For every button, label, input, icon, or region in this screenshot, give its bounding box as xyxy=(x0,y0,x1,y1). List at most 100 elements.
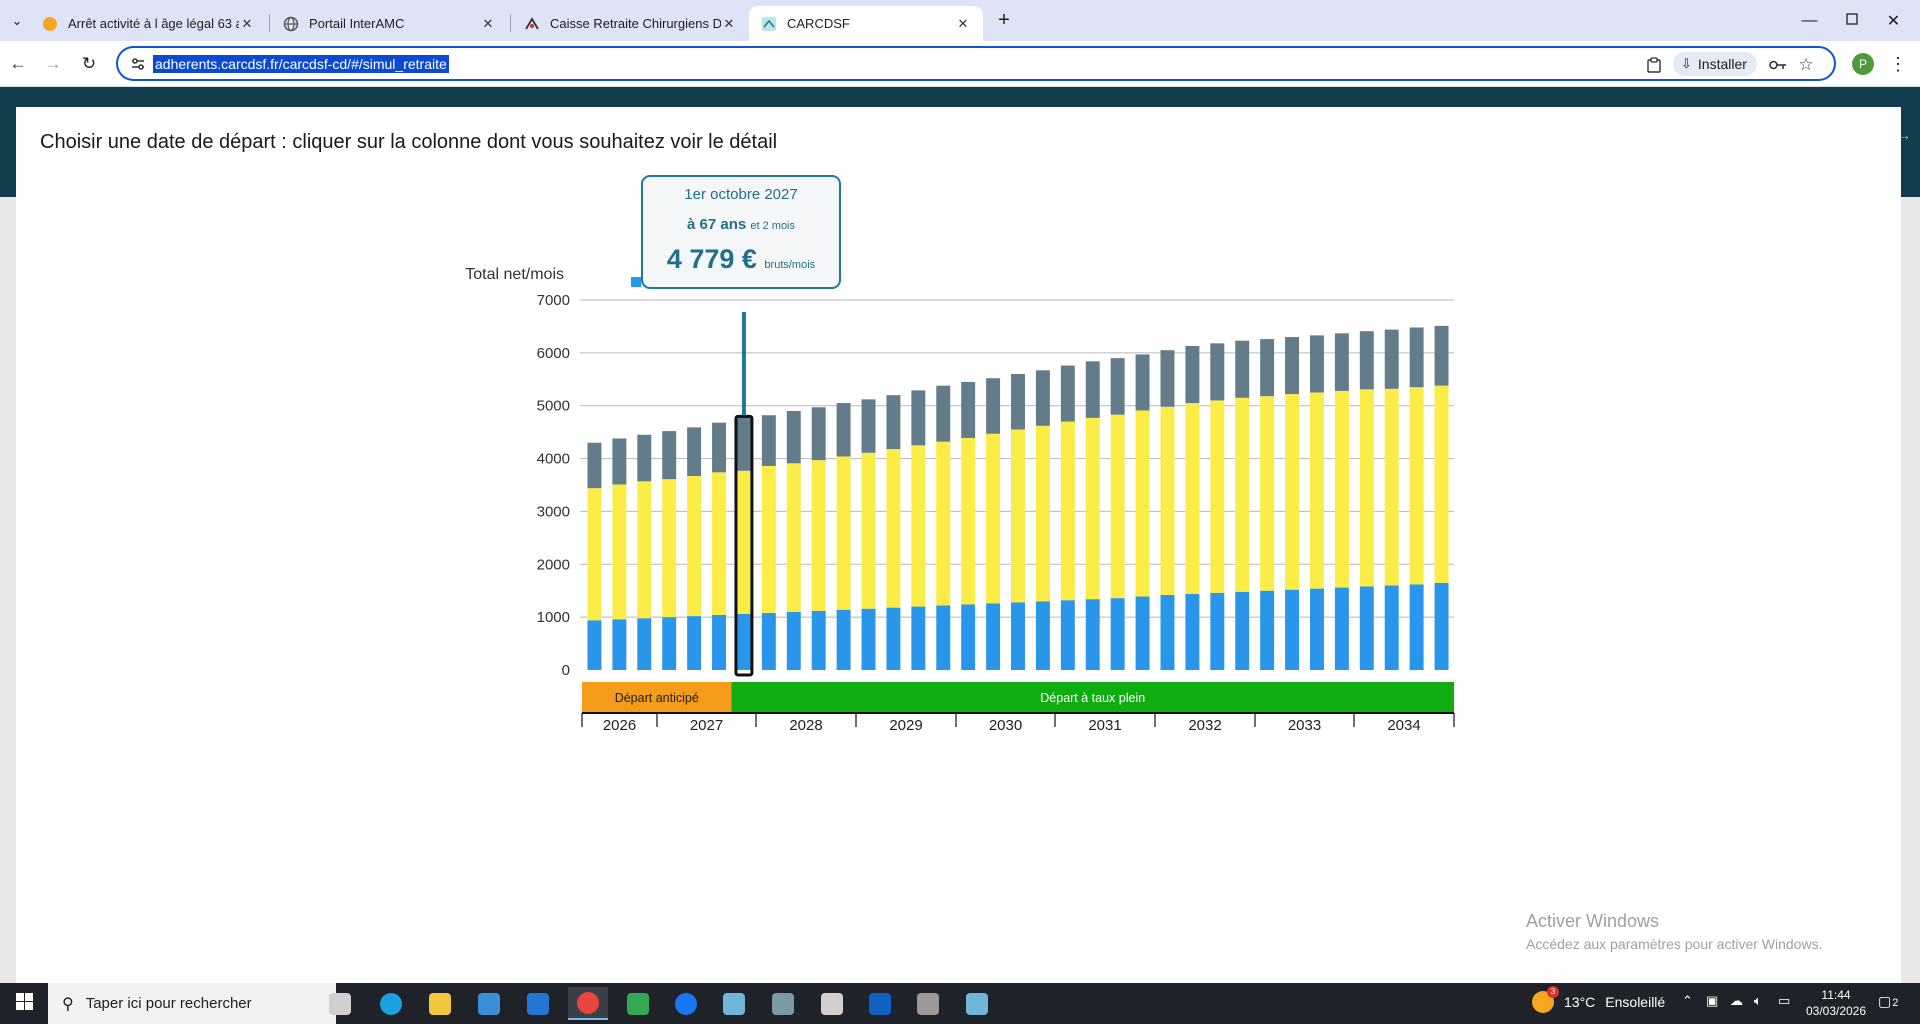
bar-segment[interactable] xyxy=(961,437,976,605)
bar-segment[interactable] xyxy=(1409,387,1424,585)
taskbar-app[interactable] xyxy=(812,987,852,1020)
bar-segment[interactable] xyxy=(936,605,951,670)
taskbar-app[interactable] xyxy=(371,987,411,1020)
bar-segment[interactable] xyxy=(786,611,801,670)
bar-segment[interactable] xyxy=(1185,593,1200,670)
bar-segment[interactable] xyxy=(911,390,926,446)
bar-segment[interactable] xyxy=(662,617,677,670)
bar-segment[interactable] xyxy=(1110,414,1125,599)
bar-segment[interactable] xyxy=(687,476,702,617)
taskbar-app[interactable] xyxy=(860,987,900,1020)
bar-segment[interactable] xyxy=(1060,600,1075,670)
bar-segment[interactable] xyxy=(1210,592,1225,670)
profile-avatar[interactable]: P xyxy=(1852,53,1874,75)
bar-segment[interactable] xyxy=(1235,397,1250,592)
bar-segment[interactable] xyxy=(1285,337,1300,395)
weather-widget[interactable]: 3 13°C Ensoleillé xyxy=(1532,986,1665,1013)
bar-segment[interactable] xyxy=(687,427,702,477)
bar-segment[interactable] xyxy=(612,438,627,485)
close-window-button[interactable]: ✕ xyxy=(1866,0,1920,41)
taskbar-app[interactable] xyxy=(469,987,509,1020)
bar-segment[interactable] xyxy=(1110,598,1125,670)
reload-button[interactable]: ↻ xyxy=(74,49,104,79)
bar-segment[interactable] xyxy=(712,615,727,670)
bar-segment[interactable] xyxy=(1085,417,1100,600)
meet-now-icon[interactable]: ▣ xyxy=(1706,993,1719,1008)
bar-segment[interactable] xyxy=(936,385,951,442)
bar-segment[interactable] xyxy=(811,407,826,461)
close-icon[interactable]: ✕ xyxy=(723,15,735,31)
bar-segment[interactable] xyxy=(961,381,976,438)
bar-segment[interactable] xyxy=(637,618,652,670)
bar-segment[interactable] xyxy=(1359,389,1374,587)
bar-segment[interactable] xyxy=(1434,325,1449,386)
bar-segment[interactable] xyxy=(1085,599,1100,670)
bar-segment[interactable] xyxy=(836,403,851,457)
bar-segment[interactable] xyxy=(836,456,851,610)
taskbar-app[interactable] xyxy=(666,987,706,1020)
bar-segment[interactable] xyxy=(861,452,876,609)
tab-carcdsf[interactable]: CARCDSF ✕ xyxy=(749,6,983,41)
bar-segment[interactable] xyxy=(1285,394,1300,590)
install-app-button[interactable]: ⇩ Installer xyxy=(1673,52,1757,76)
forward-button[interactable]: → xyxy=(38,49,68,79)
bar-segment[interactable] xyxy=(786,463,801,612)
selected-bar-outline[interactable] xyxy=(734,414,754,677)
taskbar-search-box[interactable]: ⚲ Taper ici pour rechercher xyxy=(48,983,336,1024)
bar-segment[interactable] xyxy=(1334,333,1349,391)
maximize-button[interactable] xyxy=(1824,0,1879,41)
bar-segment[interactable] xyxy=(1011,429,1025,603)
bar-segment[interactable] xyxy=(1260,339,1275,397)
bar-segment[interactable] xyxy=(1359,586,1374,670)
taskbar-app[interactable] xyxy=(618,987,658,1020)
bar-segment[interactable] xyxy=(1185,403,1200,594)
bar-segment[interactable] xyxy=(1384,585,1399,670)
bar-segment[interactable] xyxy=(1185,345,1200,404)
bar-segment[interactable] xyxy=(687,616,702,670)
bar-segment[interactable] xyxy=(1035,601,1050,670)
bar-segment[interactable] xyxy=(1235,591,1250,670)
bar-segment[interactable] xyxy=(886,395,901,450)
bar-segment[interactable] xyxy=(1135,596,1150,670)
back-button[interactable]: ← xyxy=(3,49,33,79)
bar-segment[interactable] xyxy=(911,606,926,670)
bar-segment[interactable] xyxy=(1384,329,1399,389)
chevron-up-icon[interactable]: ⌃ xyxy=(1682,993,1693,1008)
bar-segment[interactable] xyxy=(986,378,1001,434)
taskbar-app[interactable] xyxy=(763,987,803,1020)
bar-segment[interactable] xyxy=(1409,584,1424,670)
bar-segment[interactable] xyxy=(811,460,826,611)
bar-segment[interactable] xyxy=(1210,343,1225,401)
browser-menu-button[interactable]: ⋮ xyxy=(1886,50,1910,78)
bar-segment[interactable] xyxy=(712,422,727,473)
bar-segment[interactable] xyxy=(1434,582,1449,670)
bar-segment[interactable] xyxy=(1384,388,1399,586)
bar-segment[interactable] xyxy=(1260,396,1275,591)
bar-segment[interactable] xyxy=(911,445,926,607)
bar-segment[interactable] xyxy=(761,612,776,670)
bar-segment[interactable] xyxy=(986,603,1001,670)
bar-segment[interactable] xyxy=(761,415,776,466)
close-icon[interactable]: ✕ xyxy=(482,15,494,31)
bar-segment[interactable] xyxy=(587,620,602,670)
taskbar-app[interactable] xyxy=(908,987,948,1020)
bar-segment[interactable] xyxy=(761,465,776,613)
bar-segment[interactable] xyxy=(1160,406,1175,595)
new-tab-button[interactable]: + xyxy=(991,8,1017,34)
bar-segment[interactable] xyxy=(612,484,627,620)
bar-segment[interactable] xyxy=(1210,400,1225,593)
bar-segment[interactable] xyxy=(662,431,677,480)
bookmark-star-icon[interactable]: ☆ xyxy=(1798,55,1814,74)
minimize-button[interactable]: — xyxy=(1782,0,1837,41)
taskbar-app[interactable] xyxy=(518,987,558,1020)
taskbar-app[interactable] xyxy=(714,987,754,1020)
tab-caisse-retraite[interactable]: Caisse Retraite Chirurgiens Dentistes ✕ xyxy=(512,6,749,41)
bar-segment[interactable] xyxy=(1260,590,1275,670)
bar-segment[interactable] xyxy=(986,433,1001,604)
bar-segment[interactable] xyxy=(1409,327,1424,388)
url-text[interactable]: adherents.carcdsf.fr/carcdsf-cd/#/simul_… xyxy=(153,55,449,73)
close-icon[interactable]: ✕ xyxy=(957,15,969,31)
bar-segment[interactable] xyxy=(1060,365,1075,422)
tab-search-button[interactable]: ⌄ xyxy=(4,8,30,34)
bar-segment[interactable] xyxy=(1110,358,1125,415)
